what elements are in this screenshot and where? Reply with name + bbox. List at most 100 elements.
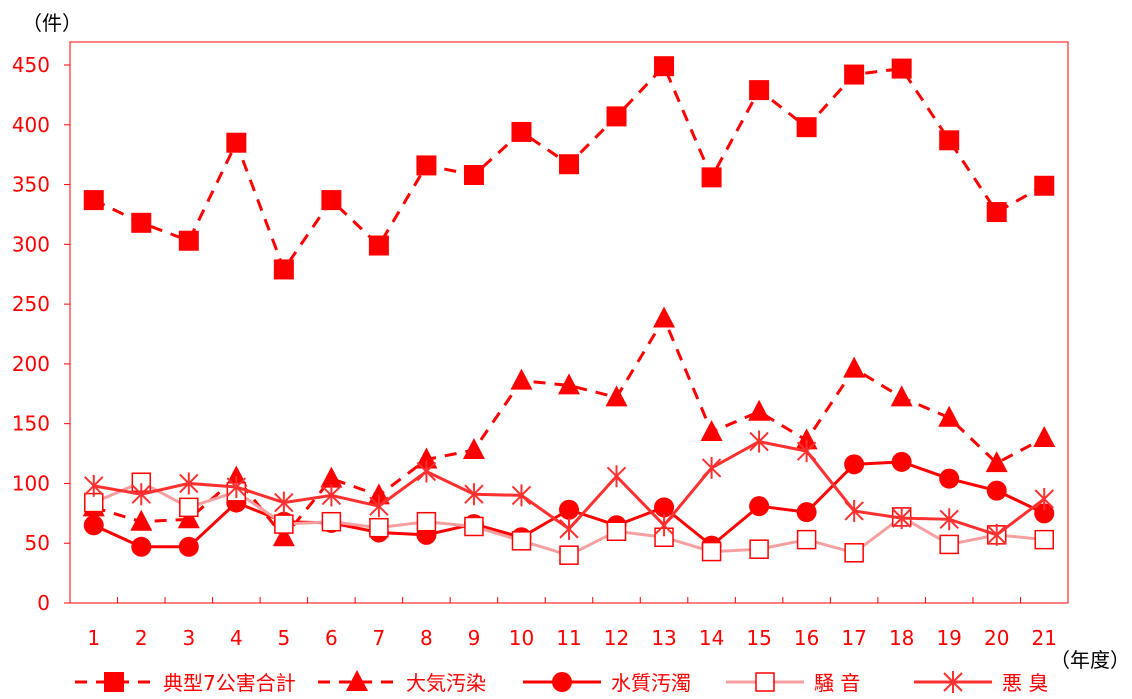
legend: 典型7公害合計 大気汚染 水質汚濁 騒 音 悪 臭 — [75, 670, 1048, 695]
data-point — [748, 399, 771, 421]
data-point — [416, 511, 437, 532]
data-point — [844, 499, 864, 522]
x-tick-label: 10 — [509, 626, 534, 650]
data-point — [938, 405, 961, 427]
y-tick-label: 300 — [12, 232, 50, 256]
data-point — [939, 508, 959, 531]
data-point — [654, 514, 674, 537]
data-point — [654, 497, 675, 518]
x-tick-label: 17 — [841, 626, 866, 650]
series-layer — [82, 56, 1056, 565]
data-point — [84, 474, 104, 497]
data-point — [1034, 487, 1054, 510]
x-tick-label: 18 — [889, 626, 914, 650]
data-point — [511, 121, 532, 142]
y-tick-label: 200 — [12, 352, 50, 376]
data-point — [178, 536, 199, 557]
data-point — [464, 516, 484, 537]
y-tick-label: 50 — [25, 531, 50, 555]
series-1 — [83, 56, 1055, 280]
data-point — [795, 428, 818, 450]
y-tick-label: 100 — [12, 471, 50, 495]
data-point — [415, 447, 438, 469]
data-point — [796, 117, 817, 138]
legend-swatch-marker — [346, 670, 368, 691]
data-point — [749, 430, 769, 453]
data-point — [796, 502, 817, 523]
data-point — [939, 130, 960, 151]
legend-swatch-marker — [104, 672, 124, 692]
y-tick-label: 250 — [12, 292, 50, 316]
x-tick-label: 21 — [1032, 626, 1057, 650]
data-point — [654, 56, 675, 77]
x-tick-label: 5 — [277, 626, 290, 650]
x-tick-label: 2 — [135, 626, 148, 650]
data-point — [510, 368, 533, 390]
data-point — [1034, 175, 1055, 196]
data-point — [131, 536, 152, 557]
x-tick-label: 6 — [325, 626, 338, 650]
data-point — [1034, 529, 1054, 550]
data-point — [844, 64, 865, 85]
data-point — [511, 531, 532, 551]
data-point — [749, 539, 769, 559]
x-tick-label: 15 — [746, 626, 771, 650]
data-point — [891, 507, 912, 530]
data-point — [985, 451, 1008, 473]
legend-entry: 典型7公害合計 — [75, 671, 296, 695]
data-point — [986, 480, 1007, 501]
data-point — [844, 543, 864, 563]
legend-label: 大気汚染 — [406, 671, 486, 695]
data-point — [511, 484, 532, 507]
data-point — [653, 306, 676, 328]
data-point — [321, 484, 342, 507]
data-point — [83, 190, 104, 211]
data-point — [416, 460, 437, 483]
data-point — [559, 499, 579, 520]
data-point — [321, 190, 342, 211]
y-tick-label: 150 — [12, 412, 50, 436]
data-point — [226, 132, 247, 153]
x-tick-label: 7 — [373, 626, 386, 650]
legend-label: 悪 臭 — [1002, 671, 1048, 695]
series-3 — [83, 451, 1055, 557]
data-point — [701, 541, 722, 562]
x-tick-label: 13 — [651, 626, 676, 650]
x-tick-label: 11 — [556, 626, 581, 650]
data-point — [320, 466, 343, 488]
x-tick-label: 19 — [936, 626, 961, 650]
data-point — [369, 517, 389, 538]
data-point — [368, 235, 389, 256]
data-point — [700, 420, 723, 442]
data-point — [559, 545, 579, 565]
data-point — [558, 373, 580, 395]
legend-label: 水質汚濁 — [611, 671, 691, 695]
x-unit-label: （年度） — [1050, 648, 1130, 672]
data-point — [463, 164, 484, 185]
data-point — [890, 385, 913, 407]
data-point — [177, 507, 200, 529]
x-tick-label: 14 — [699, 626, 724, 650]
series-line — [93, 315, 1045, 540]
y-tick-label: 350 — [12, 173, 50, 197]
series-5 — [84, 430, 1054, 546]
data-point — [274, 514, 294, 534]
data-point — [559, 517, 579, 540]
legend-swatch-marker — [552, 672, 572, 692]
data-point — [272, 525, 295, 547]
x-tick-label: 3 — [182, 626, 195, 650]
y-tick-label: 400 — [12, 113, 50, 137]
data-point — [891, 451, 912, 472]
data-point — [416, 155, 437, 176]
data-point — [796, 440, 817, 463]
data-point — [321, 511, 342, 532]
data-point — [179, 472, 199, 495]
data-point — [796, 529, 817, 550]
data-point — [367, 483, 390, 505]
data-point — [131, 212, 152, 233]
data-point — [130, 509, 153, 531]
series-2 — [82, 306, 1056, 547]
data-point — [464, 483, 484, 506]
